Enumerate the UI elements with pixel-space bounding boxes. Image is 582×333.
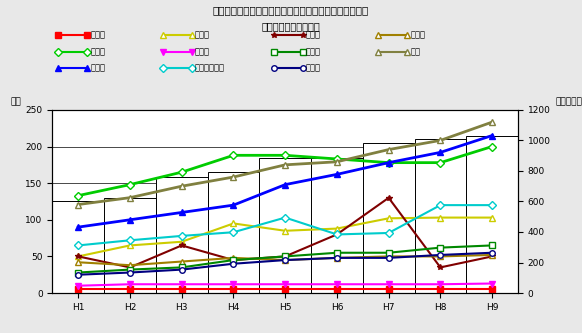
Bar <box>156 177 208 293</box>
Text: 方面費: 方面費 <box>195 47 210 56</box>
Text: 総務費: 総務費 <box>90 47 105 56</box>
Bar <box>104 198 156 293</box>
Text: 議会費: 議会費 <box>90 30 105 40</box>
Bar <box>260 158 311 293</box>
Text: 土木費: 土木費 <box>306 47 321 56</box>
Text: 合計: 合計 <box>410 47 420 56</box>
Text: 商工費: 商工費 <box>306 30 321 40</box>
Text: 一般行政経費（物件費、維持補修費、補助費等）の推移: 一般行政経費（物件費、維持補修費、補助費等）の推移 <box>213 5 369 15</box>
Bar <box>208 172 260 293</box>
Text: （裏交付金等を除く）: （裏交付金等を除く） <box>262 22 320 32</box>
Text: 警察費: 警察費 <box>306 64 321 73</box>
Text: 億円: 億円 <box>10 97 21 106</box>
Bar <box>414 139 466 293</box>
Bar <box>52 201 104 293</box>
Text: 民生費: 民生費 <box>90 64 105 73</box>
Text: 衛生費: 衛生費 <box>195 30 210 40</box>
Bar <box>311 158 363 293</box>
Bar <box>466 136 518 293</box>
Text: 合計（億円）: 合計（億円） <box>555 97 582 106</box>
Bar <box>363 143 414 293</box>
Text: 農林水産業費: 農林水産業費 <box>195 64 225 73</box>
Text: 教育費: 教育費 <box>410 30 425 40</box>
